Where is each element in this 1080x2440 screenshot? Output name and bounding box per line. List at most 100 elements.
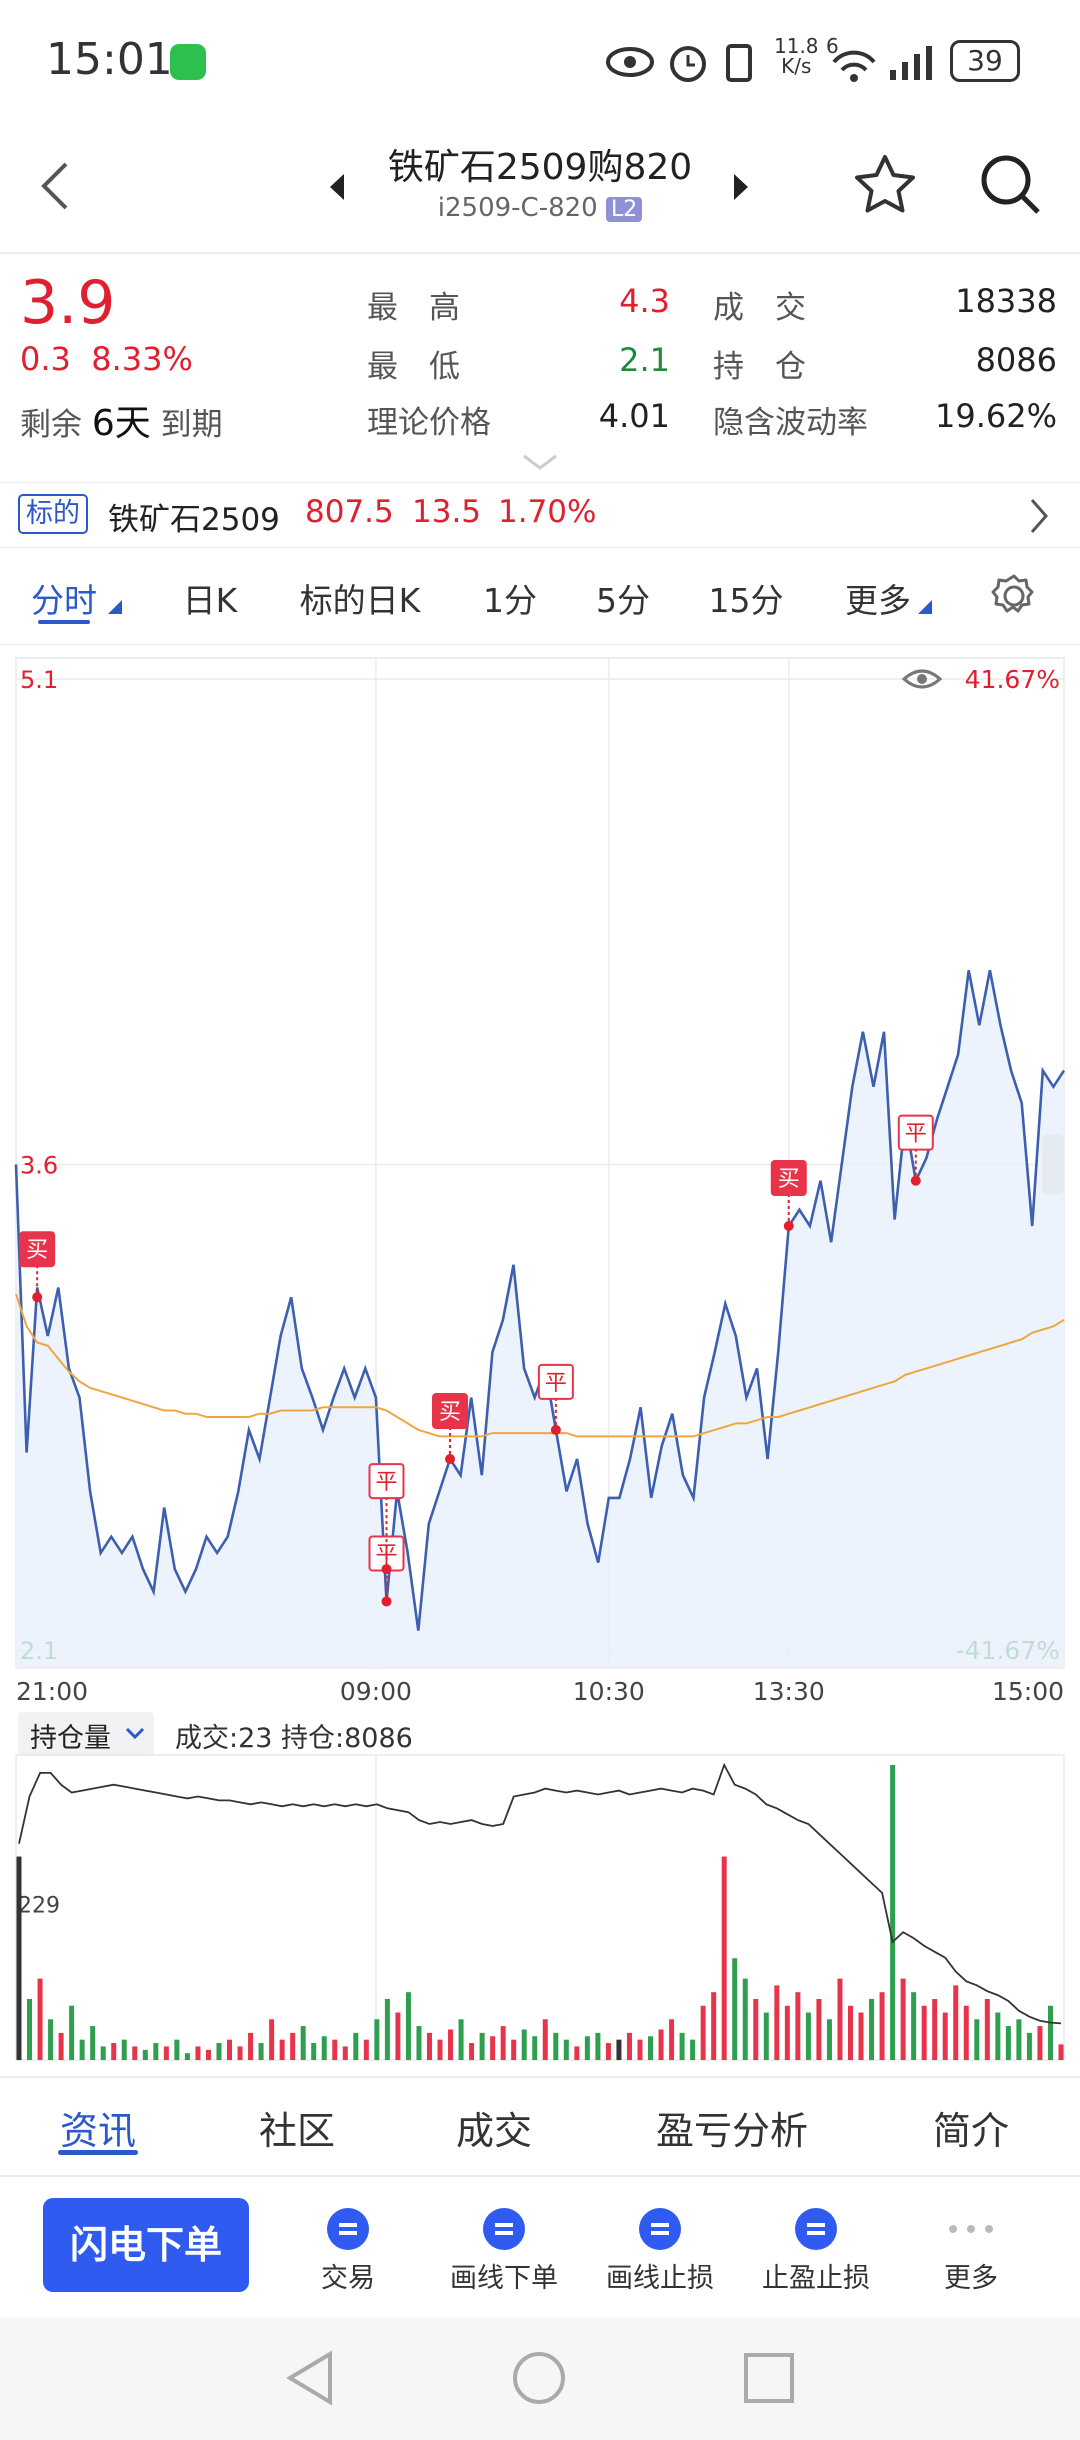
volume-bar: [553, 2032, 559, 2060]
contract-title: 铁矿石2509购820: [387, 147, 693, 188]
remain-suffix: 到期: [160, 407, 223, 443]
volume-bar: [1016, 2019, 1022, 2060]
active-underline: [58, 2150, 138, 2155]
volume-bar: [384, 1998, 390, 2060]
volume-bar: [858, 2012, 864, 2060]
nav-home[interactable]: [513, 2352, 565, 2404]
tab-corner: [108, 600, 122, 614]
underlying-tag: 标的: [18, 494, 88, 534]
tool-label[interactable]: 画线止损: [606, 2263, 714, 2294]
bottom-tab[interactable]: 资讯: [59, 2109, 136, 2153]
volume-bar: [163, 2046, 169, 2060]
nav-bar: [0, 2318, 1080, 2440]
prev-contract[interactable]: [328, 172, 348, 202]
period-tab[interactable]: 5分: [596, 581, 650, 620]
flash-order-button[interactable]: 闪电下单: [43, 2198, 249, 2292]
underlying-arrow[interactable]: [1028, 496, 1052, 536]
volume-bar: [805, 2012, 811, 2060]
volume-bar: [311, 2043, 317, 2060]
volume-bar: [405, 1992, 411, 2060]
marker-dot: [550, 1424, 561, 1435]
average-line: [15, 1293, 1065, 1438]
volume-bar: [795, 1992, 801, 2060]
volume-bar: [984, 1998, 990, 2060]
period-tab[interactable]: 分时: [31, 581, 97, 620]
volume-bar: [37, 1978, 43, 2060]
volume-bar: [563, 2039, 569, 2060]
volume-bar: [27, 1998, 33, 2060]
volume-bar: [974, 2019, 980, 2060]
tool-label[interactable]: 画线下单: [450, 2263, 558, 2294]
volume-bar: [700, 2005, 706, 2060]
tool-icon: [327, 2208, 369, 2250]
more-icon: [949, 2225, 993, 2233]
period-tab[interactable]: 1分: [483, 581, 537, 620]
volume-bar: [921, 2005, 927, 2060]
volume-bar: [816, 1998, 822, 2060]
bottom-tab[interactable]: 社区: [258, 2109, 335, 2153]
contract-code-row: i2509-C-820 L2: [340, 193, 740, 223]
y-tick-label: 3.6: [20, 1152, 58, 1180]
volume-bar: [448, 2029, 454, 2060]
expand-chevron[interactable]: [520, 452, 560, 472]
volume-bar: [690, 2039, 696, 2060]
tool-icon: [483, 2208, 525, 2250]
marker-box: [432, 1393, 469, 1430]
back-button[interactable]: [36, 160, 76, 212]
period-tab[interactable]: 15分: [708, 581, 784, 620]
bottom-tab[interactable]: 盈亏分析: [655, 2109, 808, 2153]
stat-label: 隐含波动率: [713, 405, 868, 441]
eye-pupil: [917, 674, 927, 684]
volume-bar: [132, 2046, 138, 2060]
underlying-price: 807.5: [305, 494, 394, 530]
volume-bar: [637, 2039, 643, 2060]
indicator-name: 持仓量: [30, 1723, 111, 1754]
divider: [0, 2175, 1080, 2177]
bottom-tab[interactable]: 成交: [455, 2109, 532, 2153]
bottom-tab[interactable]: 简介: [932, 2109, 1009, 2153]
volume-bar: [721, 1856, 727, 2060]
divider: [0, 644, 1080, 645]
volume-bar: [142, 2049, 148, 2060]
volume-bar: [300, 2026, 306, 2060]
remain-label: 剩余: [20, 407, 82, 443]
settings-button[interactable]: [990, 572, 1038, 620]
volume-bar: [658, 2029, 664, 2060]
speed-value: 11.8: [774, 34, 819, 58]
tool-label[interactable]: 交易: [321, 2263, 375, 2294]
volume-bar: [616, 2039, 622, 2060]
volume-bar: [1058, 2044, 1064, 2060]
status-icons: [606, 44, 752, 82]
tool-icon: [795, 2208, 837, 2250]
volume-bar: [1005, 2026, 1011, 2060]
volume-bar: [258, 2043, 264, 2060]
underlying-change-pct: 1.70%: [498, 494, 597, 530]
volume-bar: [395, 2012, 401, 2060]
marker-dot: [783, 1220, 794, 1231]
volume-bar: [963, 2005, 969, 2060]
tool-label[interactable]: 更多: [944, 2263, 998, 2294]
underlying-name[interactable]: 铁矿石2509: [108, 502, 280, 538]
period-tab[interactable]: 日K: [182, 581, 238, 620]
nav-recent[interactable]: [744, 2353, 794, 2403]
clock: 15:01: [46, 34, 173, 85]
x-tick-label: 10:30: [573, 1677, 645, 1706]
period-tab[interactable]: 更多: [845, 581, 911, 620]
volume-bar: [995, 2012, 1001, 2060]
next-contract[interactable]: [730, 172, 750, 202]
nav-back[interactable]: [286, 2350, 332, 2406]
volume-frame: [15, 1754, 1065, 2061]
marker-label: 平: [375, 1470, 397, 1495]
volume-bar: [753, 1998, 759, 2060]
period-tab[interactable]: 标的日K: [299, 581, 421, 620]
volume-bar: [321, 2036, 327, 2060]
volume-bar: [911, 1992, 917, 2060]
tool-label[interactable]: 止盈止损: [762, 2263, 870, 2294]
volume-bar: [458, 2019, 464, 2060]
selector-arrow: [125, 1727, 145, 1740]
volume-bar: [374, 2019, 380, 2060]
change-pct: 8.33%: [91, 340, 193, 378]
search-button[interactable]: [978, 152, 1044, 218]
favorite-button[interactable]: [852, 152, 918, 218]
